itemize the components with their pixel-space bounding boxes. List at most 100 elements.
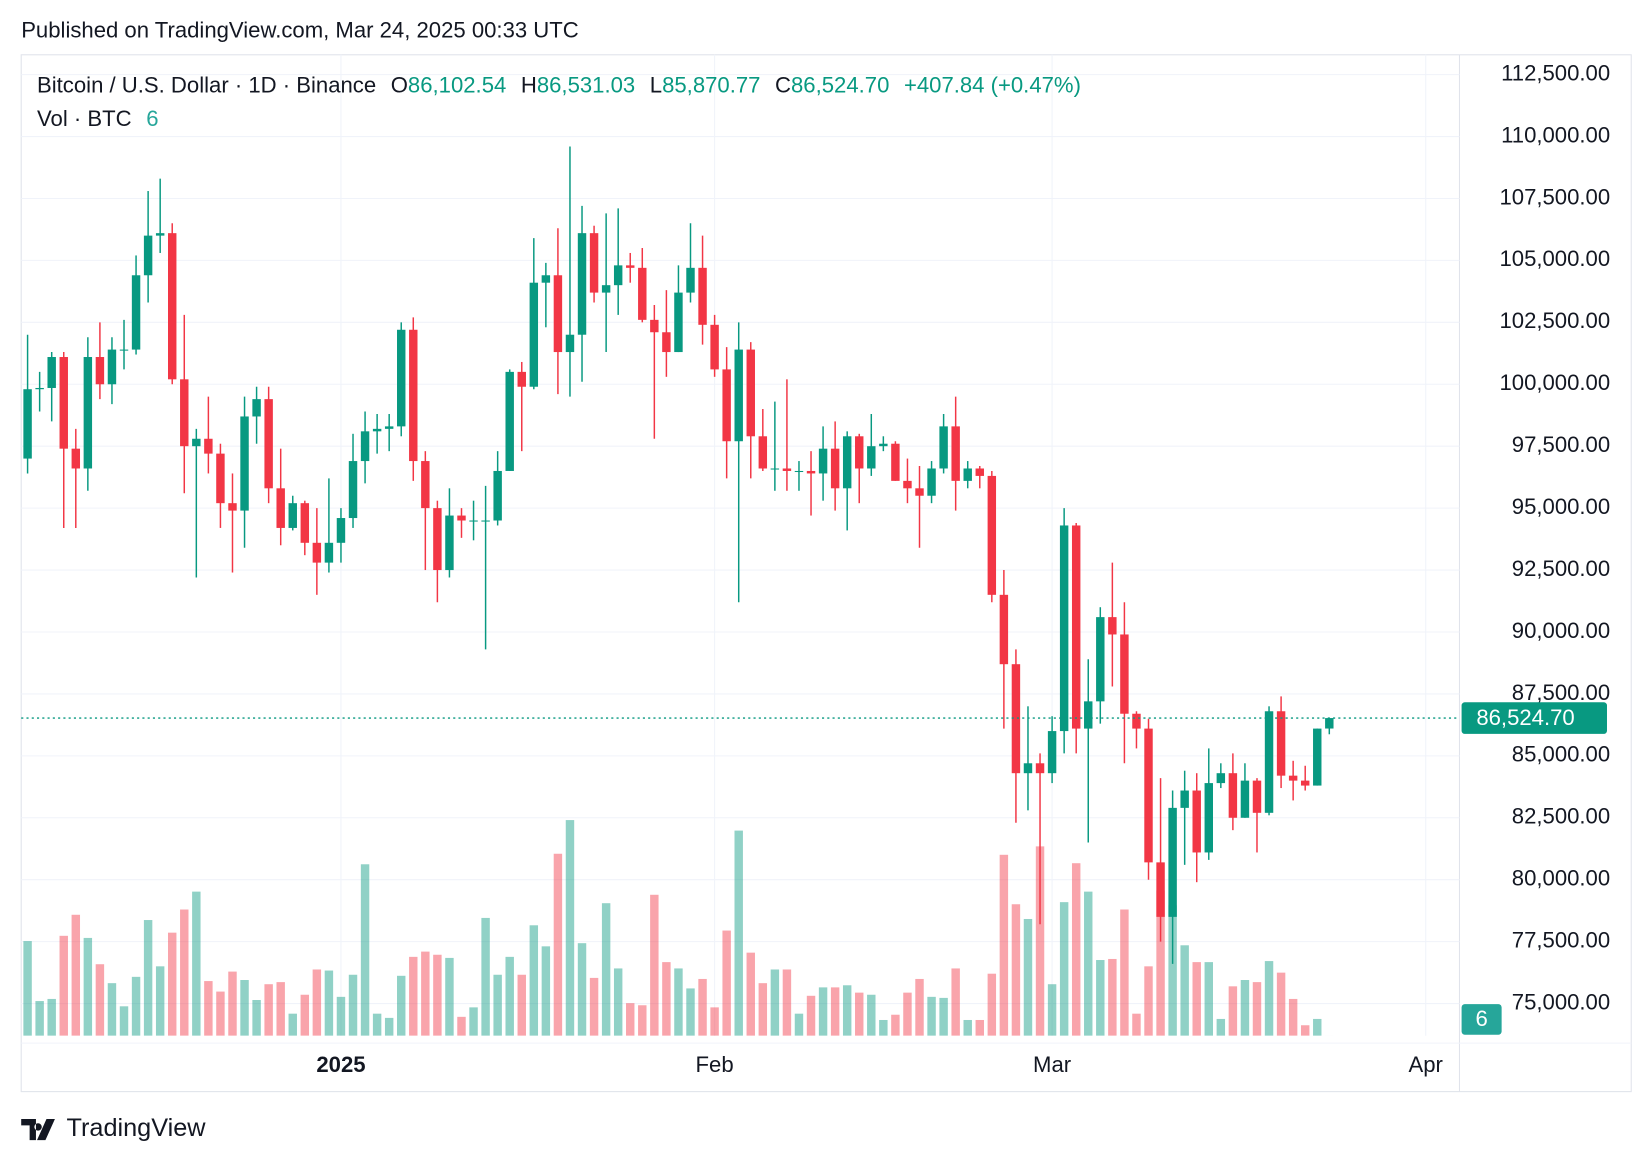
y-tick-label: 107,500.00: [1500, 184, 1611, 209]
volume-bar: [35, 1001, 44, 1036]
candle-body: [770, 468, 780, 470]
volume-bar: [1011, 904, 1021, 1036]
volume-bar: [300, 994, 310, 1036]
volume-bar: [686, 988, 695, 1036]
candle-body: [746, 349, 755, 437]
candle-body: [1071, 525, 1081, 729]
axes: 75,000.00 77,500.00 80,000.00 82,500.00 85,0…: [316, 60, 1610, 1077]
candle-body: [131, 275, 141, 350]
candle-body: [1132, 713, 1141, 729]
volume-bar: [204, 981, 213, 1036]
candle-body: [1059, 525, 1069, 732]
y-tick-label: 105,000.00: [1500, 246, 1611, 271]
volume-bar: [529, 925, 539, 1036]
candle-body: [999, 594, 1009, 665]
volume-bar: [119, 1006, 129, 1036]
candle-body: [300, 503, 310, 543]
candle-body: [963, 468, 972, 481]
candle-body: [975, 468, 984, 476]
candle-body: [951, 426, 960, 481]
candle-body: [529, 282, 539, 387]
last-price-label: 86,524.70: [1476, 705, 1574, 730]
volume-bar: [1035, 846, 1045, 1036]
volume-bar: [927, 996, 936, 1036]
y-tick-label: 85,000.00: [1512, 742, 1610, 767]
volume-bar: [59, 935, 68, 1036]
candle-body: [360, 431, 370, 462]
volume-bar: [240, 980, 249, 1036]
candle-body: [95, 357, 105, 385]
brand-logo: TradingView: [21, 1114, 206, 1142]
candle-body: [1047, 731, 1057, 774]
y-tick-label: 92,500.00: [1512, 556, 1610, 581]
volume-bar: [855, 992, 864, 1036]
volume-bar: [818, 987, 828, 1036]
candle-body: [1240, 780, 1250, 818]
candle-body: [589, 233, 599, 293]
volume-bar: [1204, 962, 1213, 1036]
volume-bar: [168, 932, 177, 1036]
candle-body: [987, 475, 997, 595]
volume-bar: [613, 968, 623, 1036]
candle-body: [192, 438, 201, 447]
volume-bar: [421, 951, 430, 1036]
y-tick-label: 77,500.00: [1512, 927, 1610, 952]
candle-body: [505, 371, 514, 471]
volume-bar: [650, 894, 659, 1036]
candle-body: [577, 233, 587, 335]
volume-bar: [1180, 945, 1189, 1036]
y-tick-label: 95,000.00: [1512, 494, 1610, 519]
candle-body: [650, 319, 659, 333]
candle-body: [216, 453, 225, 504]
candle-body: [891, 443, 900, 481]
candle-body: [457, 515, 466, 521]
candle-body: [662, 332, 671, 353]
candle-body: [626, 265, 635, 268]
volume-bar: [433, 954, 442, 1036]
y-tick-label: 97,500.00: [1512, 432, 1610, 457]
candle-body: [698, 267, 707, 325]
volume-bar: [915, 978, 924, 1036]
volume-bar: [939, 997, 948, 1036]
candle-body: [879, 443, 888, 447]
candle-body: [1120, 634, 1129, 714]
y-tick-label: 100,000.00: [1500, 370, 1611, 395]
legend-high: 86,531.03: [537, 72, 635, 97]
volume-bar: [457, 1016, 466, 1036]
volume-bar: [107, 983, 117, 1036]
candle-body: [674, 292, 683, 353]
candle-body: [155, 233, 165, 236]
candle-body: [867, 446, 876, 469]
volume-bar: [951, 968, 960, 1036]
volume-bar: [1108, 958, 1117, 1036]
legend-key: O: [391, 72, 408, 97]
candle-body: [23, 389, 32, 459]
candle-body: [481, 520, 490, 522]
volume-bar: [963, 1019, 972, 1036]
candle-body: [1204, 783, 1213, 853]
volume-bar: [782, 969, 792, 1036]
legend-key: H: [521, 72, 537, 97]
volume-bar: [806, 995, 816, 1036]
volume-bar: [891, 1014, 900, 1036]
candle-body: [758, 436, 768, 469]
volume-bar: [445, 957, 454, 1036]
volume-legend: Vol · BTC 6: [37, 106, 158, 131]
volume-bar: [1047, 984, 1057, 1036]
candle-body: [855, 436, 864, 469]
volume-bar: [95, 964, 105, 1036]
volume-bar: [734, 830, 743, 1036]
candle-body: [1035, 763, 1045, 774]
volume-bar: [1252, 982, 1262, 1036]
candle-body: [613, 265, 623, 286]
candle-body: [493, 470, 502, 521]
volume-tag-label: 6: [1475, 1006, 1487, 1031]
x-tick-label: Mar: [1033, 1052, 1071, 1077]
volume-bar: [384, 1017, 394, 1036]
volume-bar: [409, 956, 418, 1036]
volume-tag: [1461, 1004, 1502, 1035]
candle-body: [830, 448, 840, 489]
published-note: Published on TradingView.com, Mar 24, 20…: [21, 17, 579, 42]
candle-body: [264, 399, 273, 489]
